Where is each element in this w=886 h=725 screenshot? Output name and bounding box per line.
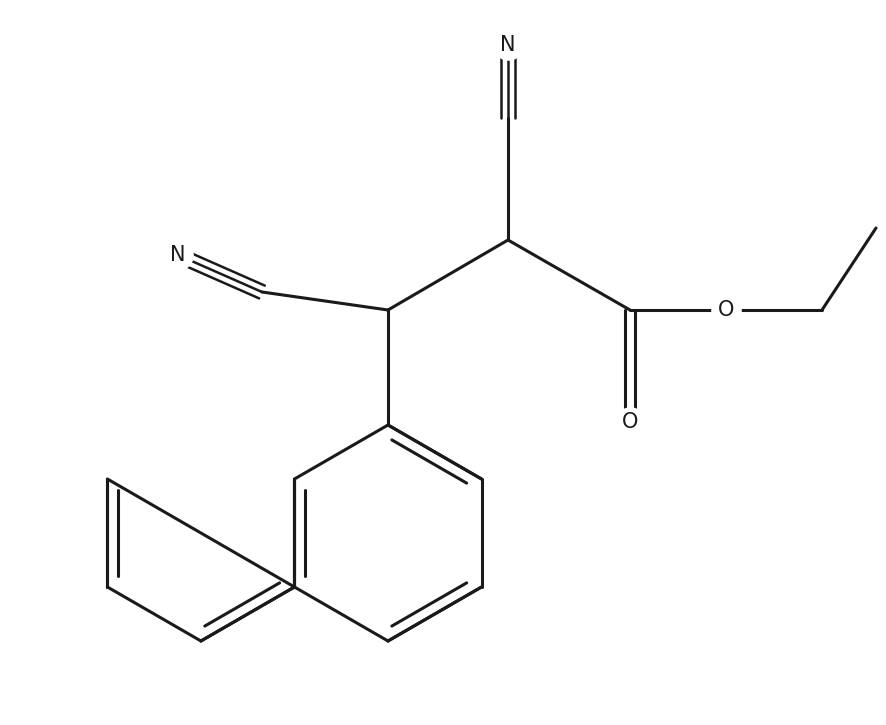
Text: N: N	[501, 35, 516, 55]
Text: O: O	[718, 300, 734, 320]
Text: O: O	[622, 412, 638, 432]
Text: N: N	[170, 245, 186, 265]
